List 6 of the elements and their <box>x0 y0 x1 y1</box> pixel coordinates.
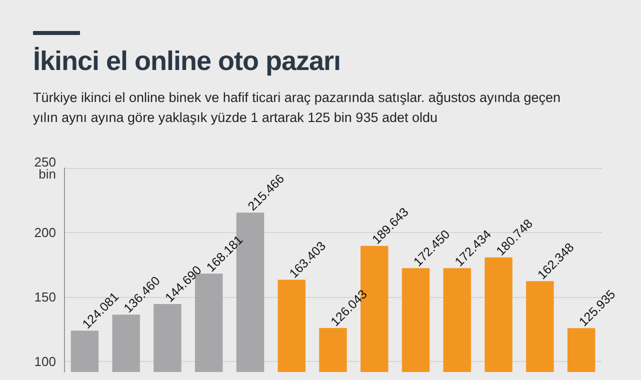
chart-title: İkinci el online oto pazarı <box>33 46 341 77</box>
y-tick-label: 250 bin <box>34 154 56 182</box>
y-tick-label: 200 <box>34 225 56 240</box>
chart-subtitle: Türkiye ikinci el online binek ve hafif ticari araç pazarında satışlar. ağustos ayında geçen yılın aynı ayına göre yaklaşık yüzde 1 artarak 125 bin 935 adet oldu <box>33 89 562 127</box>
y-tick-label: 150 <box>34 290 56 305</box>
y-tick-label: 100 <box>34 354 56 370</box>
